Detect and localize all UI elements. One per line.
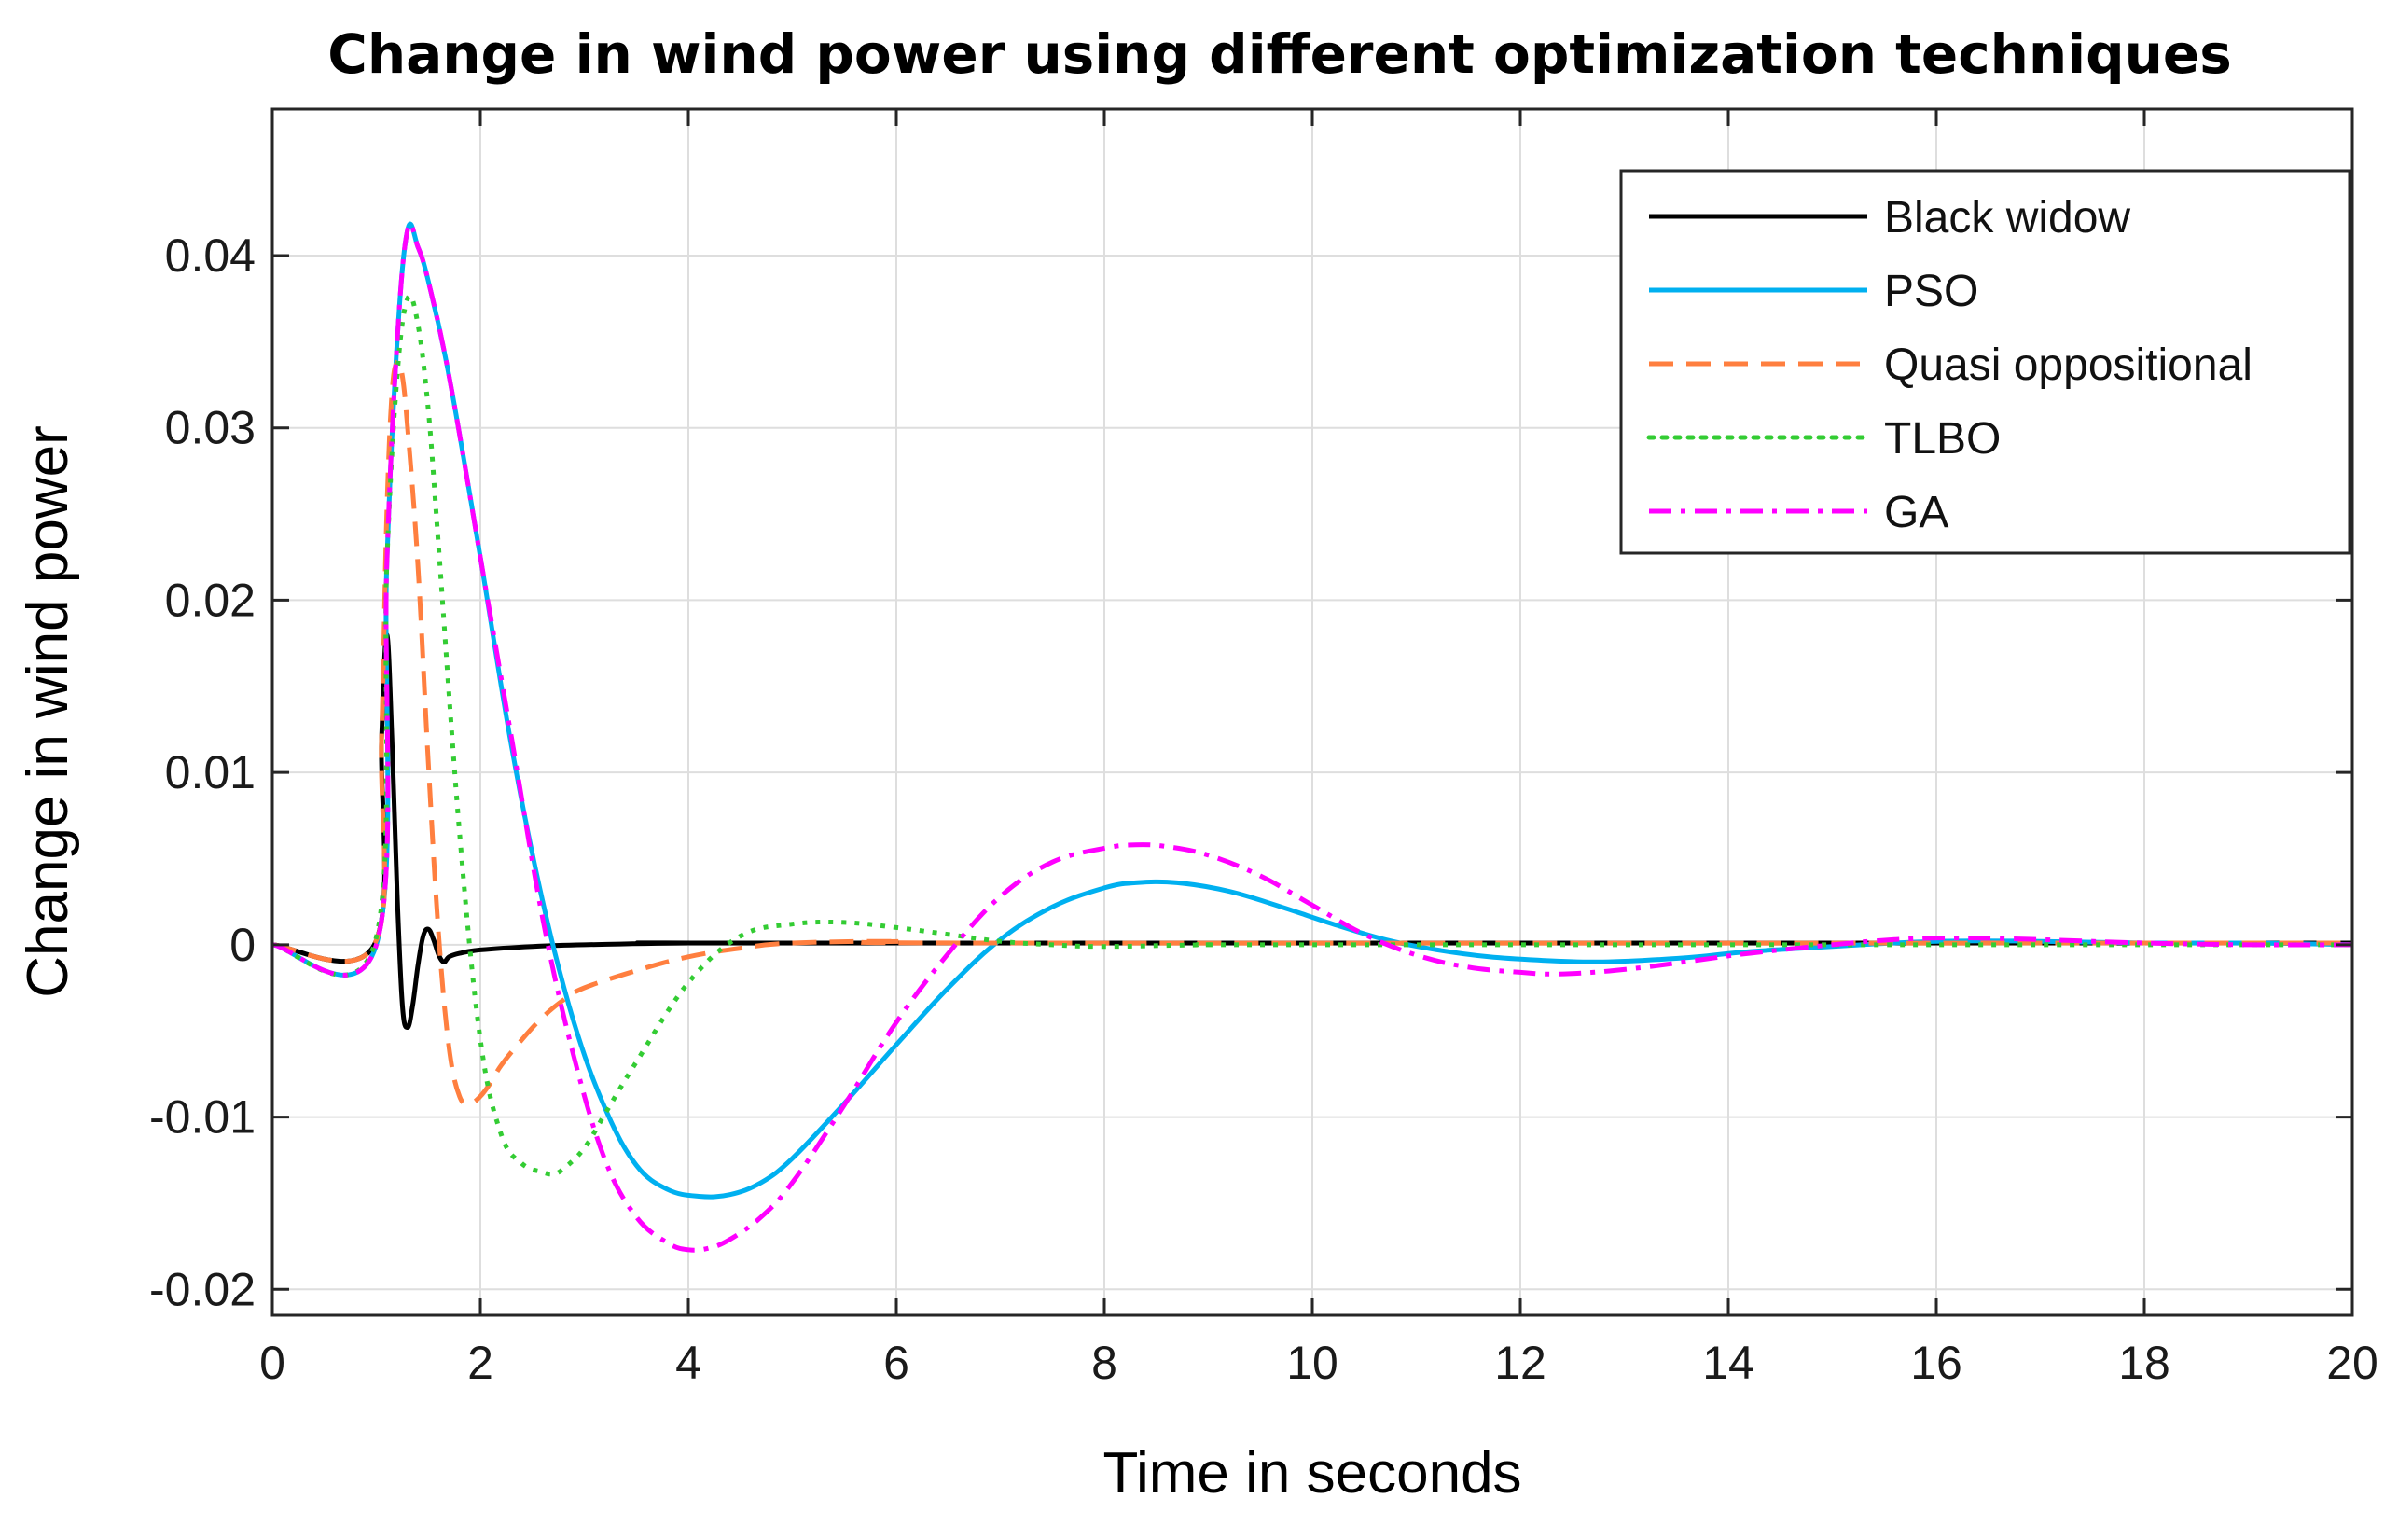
y-tick-label: 0.02: [165, 574, 256, 626]
series-line-ga: [272, 221, 2352, 1253]
x-axis-label: Time in seconds: [1102, 1441, 1521, 1505]
x-tick-label: 0: [259, 1337, 285, 1389]
x-tick-label: 8: [1091, 1337, 1117, 1389]
y-tick-label: -0.01: [149, 1091, 256, 1144]
legend-label-pso: PSO: [1884, 267, 1978, 316]
y-tick-label: 0.01: [165, 746, 256, 798]
series-line-tlbo: [272, 293, 2352, 1177]
legend: Black widow PSO Quasi oppositional TLBO GA: [1619, 169, 2351, 555]
x-tick-label: 16: [1910, 1337, 1962, 1389]
chart-title: Change in wind power using different opt…: [327, 22, 2232, 86]
tick-labels: 0 2 4 6 8 10 12 14 16 18 20 -0.02 -0.01 0 0.01 0.02 0.03…: [149, 109, 2378, 1389]
y-tick-label: -0.02: [149, 1263, 256, 1315]
x-tick-label: 4: [675, 1337, 701, 1389]
x-tick-label: 10: [1286, 1337, 1338, 1389]
legend-label-black-widow: Black widow: [1884, 193, 2130, 243]
y-axis-label: Change in wind power: [16, 425, 80, 998]
y-tick-label: 0: [229, 919, 256, 971]
x-tick-label: 20: [2326, 1337, 2378, 1389]
x-tick-label: 18: [2118, 1337, 2170, 1389]
y-tick-label: 0.03: [165, 402, 256, 454]
x-tick-label: 14: [1702, 1337, 1754, 1389]
x-tick-label: 2: [467, 1337, 493, 1389]
series-layer: [272, 221, 2352, 1253]
x-tick-label: 12: [1494, 1337, 1546, 1389]
series-line-quasi-oppositional: [272, 359, 2352, 1106]
legend-label-tlbo: TLBO: [1884, 414, 2001, 464]
legend-label-ga: GA: [1884, 488, 1948, 537]
legend-label-quasi-oppositional: Quasi oppositional: [1884, 340, 2252, 390]
y-tick-label: 0.04: [165, 229, 256, 282]
x-tick-label: 6: [883, 1337, 909, 1389]
